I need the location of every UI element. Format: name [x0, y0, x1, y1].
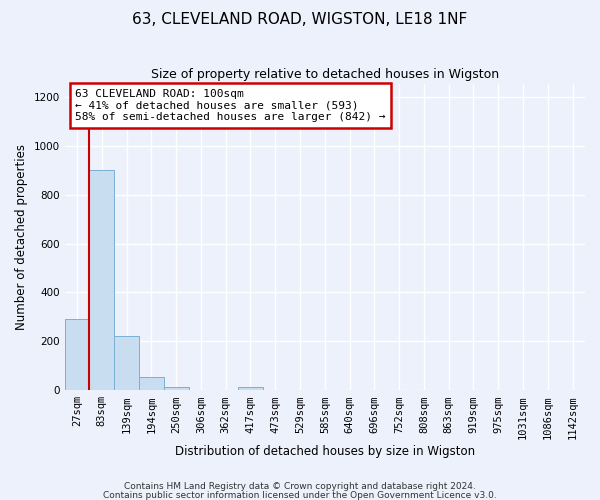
Bar	[114, 336, 139, 390]
Bar	[238, 386, 263, 390]
Text: Contains HM Land Registry data © Crown copyright and database right 2024.: Contains HM Land Registry data © Crown c…	[124, 482, 476, 491]
Bar	[89, 170, 114, 390]
Text: 63 CLEVELAND ROAD: 100sqm
← 41% of detached houses are smaller (593)
58% of semi: 63 CLEVELAND ROAD: 100sqm ← 41% of detac…	[75, 89, 386, 122]
Text: 63, CLEVELAND ROAD, WIGSTON, LE18 1NF: 63, CLEVELAND ROAD, WIGSTON, LE18 1NF	[133, 12, 467, 28]
Y-axis label: Number of detached properties: Number of detached properties	[15, 144, 28, 330]
X-axis label: Distribution of detached houses by size in Wigston: Distribution of detached houses by size …	[175, 444, 475, 458]
Text: Contains public sector information licensed under the Open Government Licence v3: Contains public sector information licen…	[103, 490, 497, 500]
Bar	[65, 320, 89, 390]
Bar	[164, 386, 188, 390]
Title: Size of property relative to detached houses in Wigston: Size of property relative to detached ho…	[151, 68, 499, 80]
Bar	[139, 377, 164, 390]
